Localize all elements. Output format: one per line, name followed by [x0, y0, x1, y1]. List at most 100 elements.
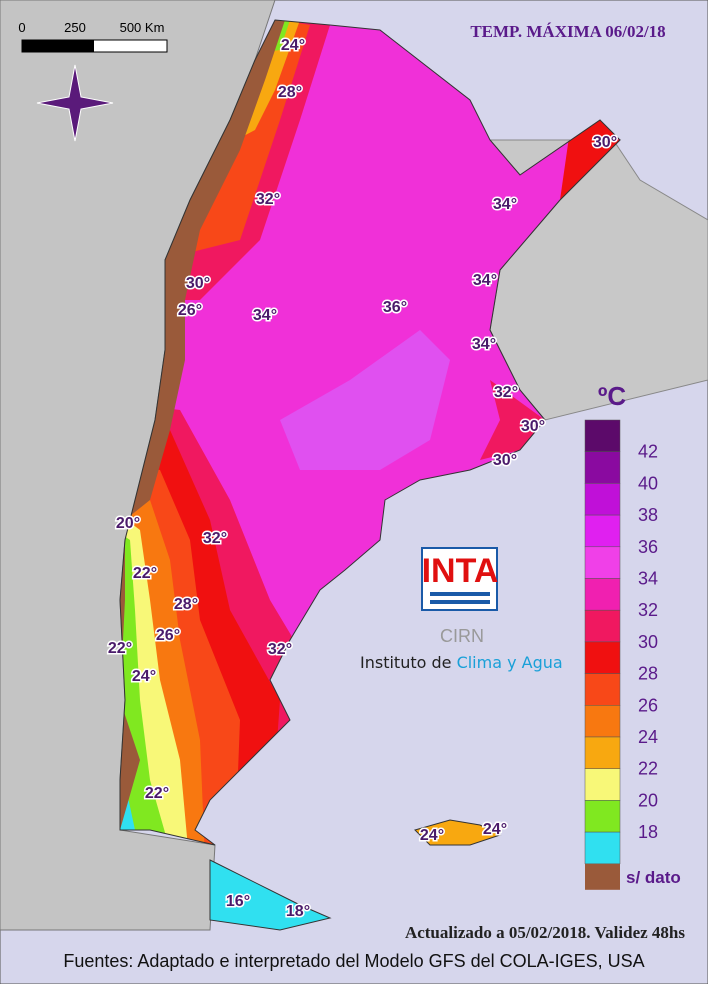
isotherm-label: 34°	[473, 272, 497, 289]
legend-label: s/ dato	[626, 868, 681, 887]
isotherm-label: 34°	[253, 307, 277, 324]
isotherm-label: 32°	[494, 384, 518, 401]
isotherm-label-halo: 28°	[278, 84, 302, 101]
legend-label: 26	[638, 695, 658, 715]
isotherm-label: 24°	[132, 668, 156, 685]
legend-label: 28	[638, 664, 658, 684]
isotherm-label: 22°	[145, 785, 169, 802]
isotherm-label: 20°	[116, 515, 140, 532]
sources: Fuentes: Adaptado e interpretado del Mod…	[63, 951, 644, 971]
isotherm-label: 26°	[178, 302, 202, 319]
legend-label: 40	[638, 473, 658, 493]
legend-swatch	[584, 768, 621, 801]
isotherm-label: 36°	[383, 299, 407, 316]
scale-label: 0	[18, 20, 25, 35]
isotherm-label-halo: 18°	[286, 903, 310, 920]
legend: 42 40 38 36 34 32 30 28 26 24 22 20 18 s/ dato	[584, 419, 681, 890]
institute-name: Instituto de Clima y Agua	[360, 653, 563, 672]
isotherm-label-halo: 30°	[593, 134, 617, 151]
isotherm-label: 34°	[472, 336, 496, 353]
isotherm-label-halo: 30°	[493, 452, 517, 469]
isotherm-label-halo: 26°	[156, 627, 180, 644]
legend-swatch	[584, 483, 621, 516]
isotherm-label: 30°	[186, 275, 210, 292]
scale-bar	[21, 39, 168, 53]
isotherm-label-halo: 20°	[116, 515, 140, 532]
legend-label: 20	[638, 790, 658, 810]
isotherm-label-halo: 36°	[383, 299, 407, 316]
isotherm-label-halo: 32°	[256, 191, 280, 208]
legend-label: 42	[638, 442, 658, 462]
isotherm-label: 32°	[268, 641, 292, 658]
isotherm-label-halo: 32°	[203, 530, 227, 547]
isotherm-label-halo: 34°	[493, 196, 517, 213]
isotherm-label-halo: 34°	[472, 336, 496, 353]
legend-swatch	[584, 578, 621, 611]
isotherm-label: 22°	[108, 640, 132, 657]
legend-label: 18	[638, 822, 658, 842]
isotherm-label-halo: 24°	[420, 827, 444, 844]
isotherm-label: 32°	[203, 530, 227, 547]
isotherm-label-halo: 34°	[473, 272, 497, 289]
isotherm-label: 30°	[493, 452, 517, 469]
legend-swatch	[584, 546, 621, 579]
legend-label: 30	[638, 632, 658, 652]
isotherm-label: 22°	[133, 565, 157, 582]
legend-label: 24	[638, 727, 658, 747]
isotherm-label: 26°	[156, 627, 180, 644]
isotherm-label: 30°	[593, 134, 617, 151]
legend-swatch	[584, 705, 621, 738]
isotherm-label-halo: 34°	[253, 307, 277, 324]
compass	[36, 64, 114, 142]
legend-swatch	[584, 831, 621, 865]
legend-unit: ºC	[598, 381, 626, 411]
legend-swatch	[584, 800, 621, 833]
map-title: TEMP. MÁXIMA 06/02/18	[470, 22, 665, 41]
islands	[414, 819, 502, 846]
isotherm-label-halo: 26°	[178, 302, 202, 319]
legend-swatch	[584, 673, 621, 706]
institute-highlight: Clima y Agua	[457, 653, 563, 672]
isotherm-label-halo: 22°	[108, 640, 132, 657]
legend-label: 34	[638, 569, 658, 589]
isotherm-label-halo: 24°	[132, 668, 156, 685]
scale-label: 500 Km	[120, 20, 165, 35]
legend-swatch	[584, 514, 621, 548]
isotherm-label-halo: 24°	[483, 821, 507, 838]
logo-sub: CIRN	[440, 626, 484, 646]
isotherm-label: 16°	[226, 893, 250, 910]
legend-label: 38	[638, 505, 658, 525]
legend-swatch	[584, 419, 621, 452]
isotherm-label-halo: 30°	[186, 275, 210, 292]
isotherm-labels: 24°24°28°28°30°30°32°32° 34°34°34°34°36°3…	[106, 36, 618, 922]
institute-prefix: Instituto de	[360, 653, 457, 672]
isotherm-label: 24°	[483, 821, 507, 838]
isotherm-label-halo: 32°	[268, 641, 292, 658]
updated-note: Actualizado a 05/02/2018. Validez 48hs	[405, 923, 685, 942]
inta-logo	[421, 547, 498, 611]
scale-label: 250	[64, 20, 86, 35]
legend-swatch	[584, 641, 621, 674]
legend-label: 22	[638, 759, 658, 779]
legend-swatch	[584, 736, 621, 769]
isotherm-label-halo: 22°	[133, 565, 157, 582]
legend-swatch	[584, 609, 621, 643]
isotherm-label-halo: 30°	[521, 418, 545, 435]
legend-swatch	[584, 451, 621, 484]
legend-label: 32	[638, 600, 658, 620]
isotherm-label-halo: 32°	[494, 384, 518, 401]
isotherm-label-halo: 22°	[145, 785, 169, 802]
isotherm-label: 24°	[420, 827, 444, 844]
isotherm-label: 24°	[281, 37, 305, 54]
legend-swatch	[585, 863, 620, 890]
isotherm-label: 34°	[493, 196, 517, 213]
isotherm-label-halo: 28°	[174, 596, 198, 613]
isotherm-label-halo: 24°	[281, 37, 305, 54]
isotherm-label: 32°	[256, 191, 280, 208]
isotherm-label: 28°	[174, 596, 198, 613]
isotherm-label-halo: 16°	[226, 893, 250, 910]
legend-label: 36	[638, 537, 658, 557]
isotherm-label: 28°	[278, 84, 302, 101]
logo-name: INTA	[422, 552, 499, 590]
